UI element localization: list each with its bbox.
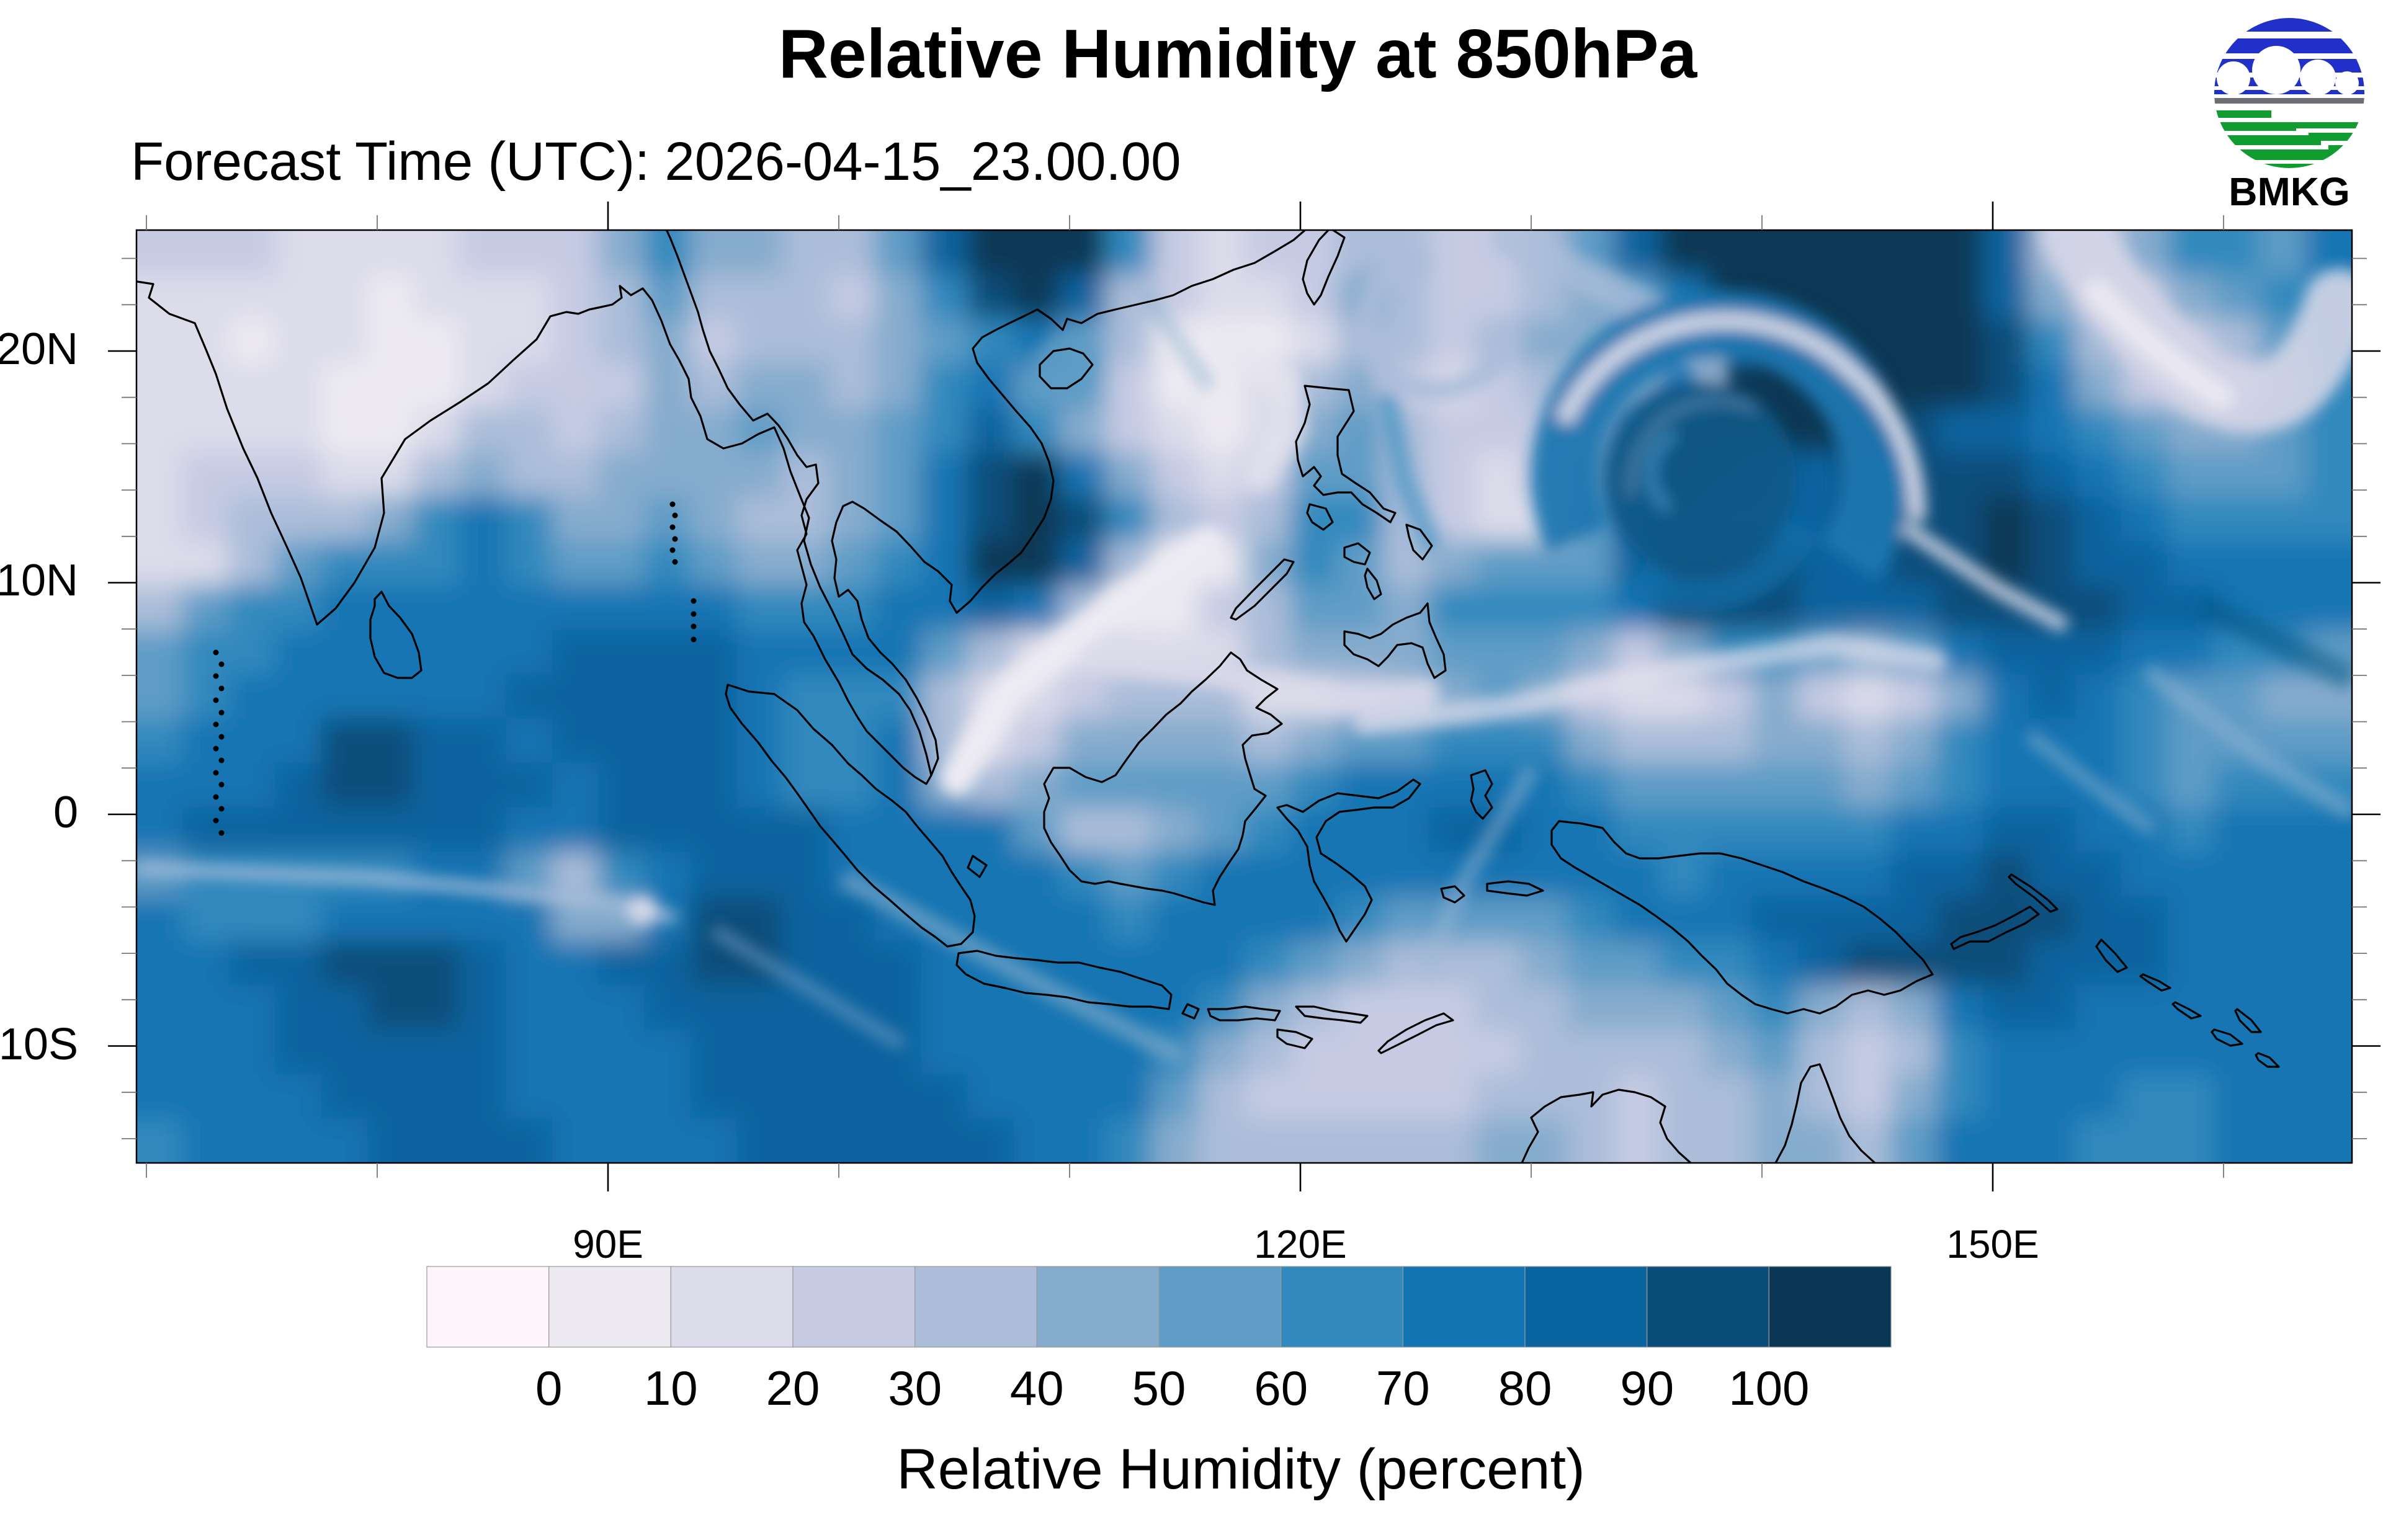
svg-text:20: 20 [766,1361,820,1415]
svg-text:80: 80 [1498,1361,1552,1415]
svg-text:50: 50 [1132,1361,1186,1415]
svg-text:100: 100 [1728,1361,1809,1415]
svg-text:Relative Humidity (percent): Relative Humidity (percent) [896,1438,1585,1501]
svg-text:150E: 150E [1946,1222,2039,1266]
svg-text:90: 90 [1620,1361,1674,1415]
svg-text:10S: 10S [0,1020,78,1069]
svg-text:10: 10 [644,1361,698,1415]
svg-text:10N: 10N [0,556,78,605]
svg-text:20N: 20N [0,324,78,374]
svg-text:60: 60 [1254,1361,1308,1415]
svg-text:Forecast Time (UTC): 2026-04-1: Forecast Time (UTC): 2026-04-15_23.00.00 [131,131,1181,192]
svg-text:90E: 90E [573,1222,643,1266]
svg-text:30: 30 [888,1361,942,1415]
svg-text:40: 40 [1010,1361,1064,1415]
svg-text:120E: 120E [1254,1222,1346,1266]
svg-text:0: 0 [535,1361,562,1415]
svg-text:70: 70 [1376,1361,1430,1415]
svg-text:Relative Humidity at 850hPa: Relative Humidity at 850hPa [779,16,1698,92]
svg-text:0: 0 [53,788,78,837]
svg-text:BMKG: BMKG [2229,169,2350,214]
